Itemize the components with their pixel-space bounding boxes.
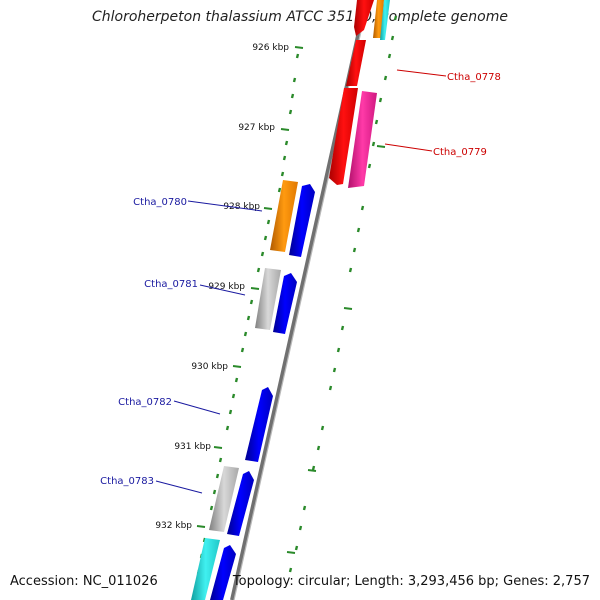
kbp-tick-label: 931 kbp [174,442,211,452]
gene-label-ctha-0781[interactable]: Ctha_0781 [144,279,198,290]
label-leader-line [187,200,263,212]
kbp-tick-ring-inner [286,15,398,573]
gene-red-ctha-0779[interactable] [329,88,358,185]
kbp-tick-label: 928 kbp [223,202,260,212]
gene-blue-ctha-0782[interactable] [245,387,273,462]
kbp-tick-label: 926 kbp [252,43,289,53]
gene-blue-ctha-0783[interactable] [227,471,254,536]
gene-label-ctha-0778[interactable]: Ctha_0778 [447,72,501,83]
topology-label: Topology: circular; Length: 3,293,456 bp… [232,574,590,589]
accession-label: Accession: NC_011026 [10,574,158,589]
kbp-tick-label: 929 kbp [208,282,245,292]
gene-label-ctha-0780[interactable]: Ctha_0780 [133,197,187,208]
gene-cyan[interactable] [380,0,390,40]
gene-label-ctha-0783[interactable]: Ctha_0783 [100,476,154,487]
label-leader-line [199,284,246,296]
gene-blue[interactable] [210,545,236,600]
kbp-tick-label: 930 kbp [191,362,228,372]
gene-blue-ctha-0780[interactable] [289,184,315,257]
label-leader-line [173,400,221,415]
gene-pink-ctha-0779[interactable] [348,91,377,188]
label-leader-line [396,69,447,77]
label-leader-line [384,143,433,152]
kbp-tick-label: 927 kbp [238,123,275,133]
gene-orange-ctha-0780[interactable] [270,180,298,252]
gene-label-ctha-0779[interactable]: Ctha_0779 [433,147,487,158]
gene-cyan[interactable] [191,538,220,600]
gene-grey-ctha-0781[interactable] [255,268,281,330]
gene-grey-ctha-0783[interactable] [209,466,239,532]
map-title: Chloroherpeton thalassium ATCC 35110, co… [92,9,508,25]
gene-red-ctha-0778[interactable] [346,40,366,86]
gene-label-ctha-0782[interactable]: Ctha_0782 [118,397,172,408]
label-leader-line [155,480,203,494]
gene-blue-ctha-0781[interactable] [273,273,297,334]
gene-red[interactable] [354,0,374,36]
kbp-tick-label: 932 kbp [155,521,192,531]
